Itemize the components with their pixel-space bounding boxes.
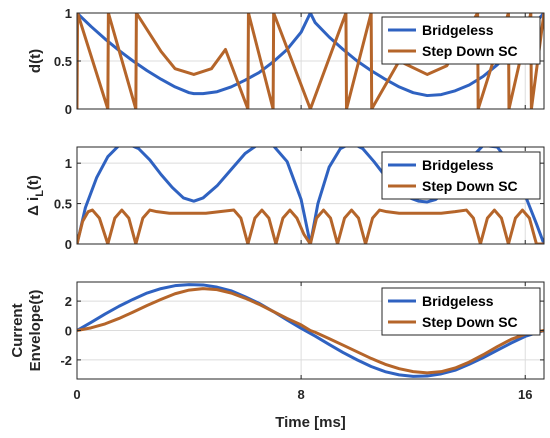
legend-label: Bridgeless bbox=[422, 293, 494, 309]
y-axis-label: d(t) bbox=[27, 49, 44, 73]
x-tick-label: 8 bbox=[297, 387, 304, 402]
legend-label: Step Down SC bbox=[422, 314, 518, 330]
y-tick-label: 0 bbox=[65, 324, 72, 339]
y-axis-label: CurrentEnvelope(t) bbox=[9, 290, 44, 372]
series-line-bridgeless bbox=[77, 283, 544, 378]
legend: Bridgeless Step Down SC bbox=[381, 151, 541, 200]
legend-label: Bridgeless bbox=[422, 157, 494, 173]
y-tick-label: 1 bbox=[65, 156, 72, 171]
axes-frame bbox=[76, 146, 545, 245]
legend-box bbox=[381, 287, 541, 336]
y-tick-label: -2 bbox=[60, 353, 72, 368]
x-tick-label: 16 bbox=[518, 387, 532, 402]
x-tick-label: 0 bbox=[73, 387, 80, 402]
series-line-step-down-sc bbox=[77, 208, 544, 244]
legend-label: Bridgeless bbox=[422, 22, 494, 38]
subplot-3: 0 8 16 -2 0 2 CurrentEnvelope(t) Time [ms] Bridg… bbox=[9, 281, 545, 431]
series-line-bridgeless bbox=[77, 13, 544, 98]
legend-box bbox=[381, 151, 541, 200]
legend: Bridgeless Step Down SC bbox=[381, 287, 541, 336]
y-tick-label: 0.5 bbox=[54, 197, 72, 212]
series-line-step-down-sc bbox=[77, 13, 544, 109]
legend-box bbox=[381, 16, 541, 65]
legend: Bridgeless Step Down SC bbox=[381, 16, 541, 65]
y-tick-label: 2 bbox=[65, 294, 72, 309]
legend-label: Step Down SC bbox=[422, 43, 518, 59]
legend-label: Step Down SC bbox=[422, 178, 518, 194]
y-tick-label: 0.5 bbox=[54, 54, 72, 69]
series-line-step-down-sc bbox=[77, 287, 544, 375]
y-tick-label: 1 bbox=[65, 6, 72, 21]
y-tick-label: 0 bbox=[65, 237, 72, 252]
y-axis-label: Δ iL(t) bbox=[25, 175, 46, 216]
y-tick-label: 0 bbox=[65, 102, 72, 117]
subplot-1: 0 0.5 1 d(t) Bridgeless Step Down SC bbox=[27, 6, 545, 117]
x-axis-label: Time [ms] bbox=[275, 414, 346, 431]
subplot-2: 0 0.5 1 Δ iL(t) Bridgeless Step Down SC bbox=[25, 146, 545, 252]
